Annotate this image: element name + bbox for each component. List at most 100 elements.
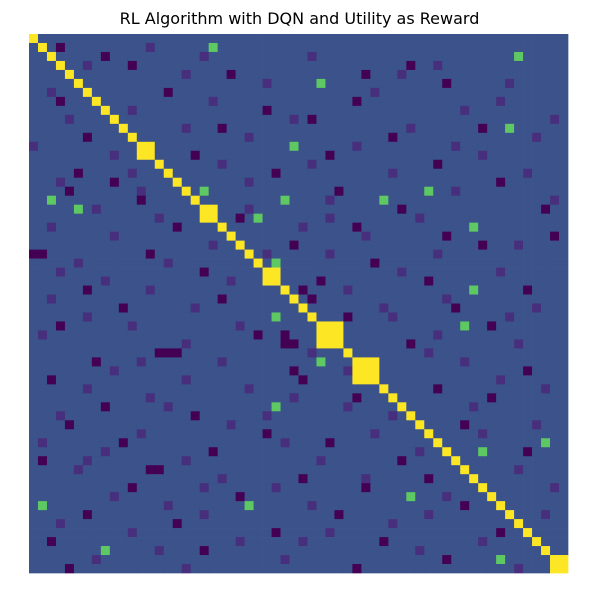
heatmap-cell: [406, 393, 416, 403]
heatmap-cell: [262, 492, 272, 502]
heatmap-cell: [55, 339, 66, 349]
heatmap-cell: [235, 420, 245, 430]
heatmap-cell: [559, 456, 569, 466]
heatmap-cell: [352, 177, 362, 188]
heatmap-cell: [127, 546, 138, 556]
heatmap-cell: [442, 114, 452, 125]
heatmap-cell: [208, 492, 218, 502]
heatmap-cell: [82, 240, 93, 250]
heatmap-cell: [325, 186, 335, 197]
heatmap-cell: [136, 492, 147, 502]
heatmap-cell: [235, 87, 245, 98]
heatmap-cell: [136, 411, 147, 421]
heatmap-cell: [379, 42, 389, 53]
heatmap-cell: [181, 34, 192, 44]
heatmap-cell: [46, 429, 57, 439]
heatmap-cell: [532, 384, 542, 394]
heatmap-cell: [181, 447, 192, 457]
heatmap-cell: [73, 321, 84, 331]
heatmap-cell: [100, 267, 111, 277]
heatmap-cell: [397, 474, 407, 484]
heatmap-cell: [172, 285, 183, 295]
heatmap-cell: [262, 150, 272, 161]
heatmap-cell: [181, 60, 192, 71]
heatmap-cell: [424, 42, 434, 53]
heatmap-cell: [298, 519, 308, 529]
heatmap-cell: [82, 87, 93, 98]
heatmap-cell: [29, 456, 39, 466]
heatmap-cell: [451, 564, 461, 574]
heatmap-cell: [118, 447, 129, 457]
heatmap-cell: [307, 204, 317, 215]
heatmap-cell: [334, 501, 344, 511]
heatmap-cell: [406, 159, 416, 170]
heatmap-cell: [532, 114, 542, 125]
heatmap-cell: [118, 519, 129, 529]
heatmap-cell: [424, 213, 434, 223]
heatmap-cell: [433, 330, 443, 340]
heatmap-cell: [433, 186, 443, 197]
heatmap-cell: [424, 123, 434, 134]
heatmap-cell: [325, 330, 335, 340]
heatmap-cell: [334, 321, 344, 331]
heatmap-cell: [172, 213, 183, 223]
heatmap-cell: [208, 564, 218, 574]
heatmap-cell: [487, 60, 497, 71]
heatmap-cell: [541, 402, 551, 412]
heatmap-cell: [370, 132, 380, 143]
heatmap-cell: [370, 483, 380, 493]
heatmap-cell: [397, 105, 407, 116]
heatmap-cell: [469, 501, 479, 511]
heatmap-cell: [55, 249, 66, 259]
heatmap-cell: [415, 510, 425, 520]
heatmap-cell: [235, 132, 245, 143]
heatmap-cell: [307, 528, 317, 538]
heatmap-cell: [64, 258, 75, 268]
heatmap-cell: [478, 123, 488, 134]
heatmap-cell: [280, 168, 290, 179]
heatmap-cell: [370, 105, 380, 116]
heatmap-cell: [496, 312, 506, 322]
heatmap-cell: [379, 357, 389, 367]
heatmap-cell: [388, 87, 398, 98]
heatmap-cell: [343, 141, 353, 152]
heatmap-cell: [154, 141, 165, 152]
heatmap-cell: [226, 339, 236, 349]
heatmap-cell: [289, 186, 299, 197]
heatmap-cell: [505, 267, 515, 277]
heatmap-cell: [442, 78, 452, 89]
heatmap-cell: [208, 34, 218, 44]
heatmap-cell: [280, 429, 290, 439]
heatmap-cell: [226, 132, 236, 143]
heatmap-cell: [307, 411, 317, 421]
heatmap-cell: [163, 528, 174, 538]
heatmap-cell: [280, 330, 290, 340]
heatmap-cell: [271, 240, 281, 250]
heatmap-cell: [451, 69, 461, 80]
heatmap-cell: [370, 87, 380, 98]
heatmap-cell: [199, 87, 210, 98]
heatmap-cell: [523, 321, 533, 331]
heatmap-cell: [136, 276, 147, 286]
heatmap-cell: [460, 321, 470, 331]
heatmap-cell: [424, 393, 434, 403]
heatmap-cell: [541, 429, 551, 439]
heatmap-cell: [361, 105, 371, 116]
heatmap-cell: [73, 330, 84, 340]
heatmap-cell: [190, 465, 201, 475]
heatmap-cell: [262, 537, 272, 547]
heatmap-cell: [91, 501, 102, 511]
heatmap-cell: [136, 564, 147, 574]
heatmap-cell: [154, 393, 165, 403]
heatmap-cell: [37, 204, 48, 215]
heatmap-cell: [127, 483, 138, 493]
heatmap-cell: [334, 168, 344, 179]
heatmap-cell: [406, 114, 416, 125]
heatmap-cell: [370, 393, 380, 403]
heatmap-cell: [424, 177, 434, 188]
heatmap-cell: [29, 519, 39, 529]
heatmap-cell: [523, 402, 533, 412]
heatmap-cell: [406, 546, 416, 556]
heatmap-cell: [280, 465, 290, 475]
heatmap-cell: [244, 78, 254, 89]
